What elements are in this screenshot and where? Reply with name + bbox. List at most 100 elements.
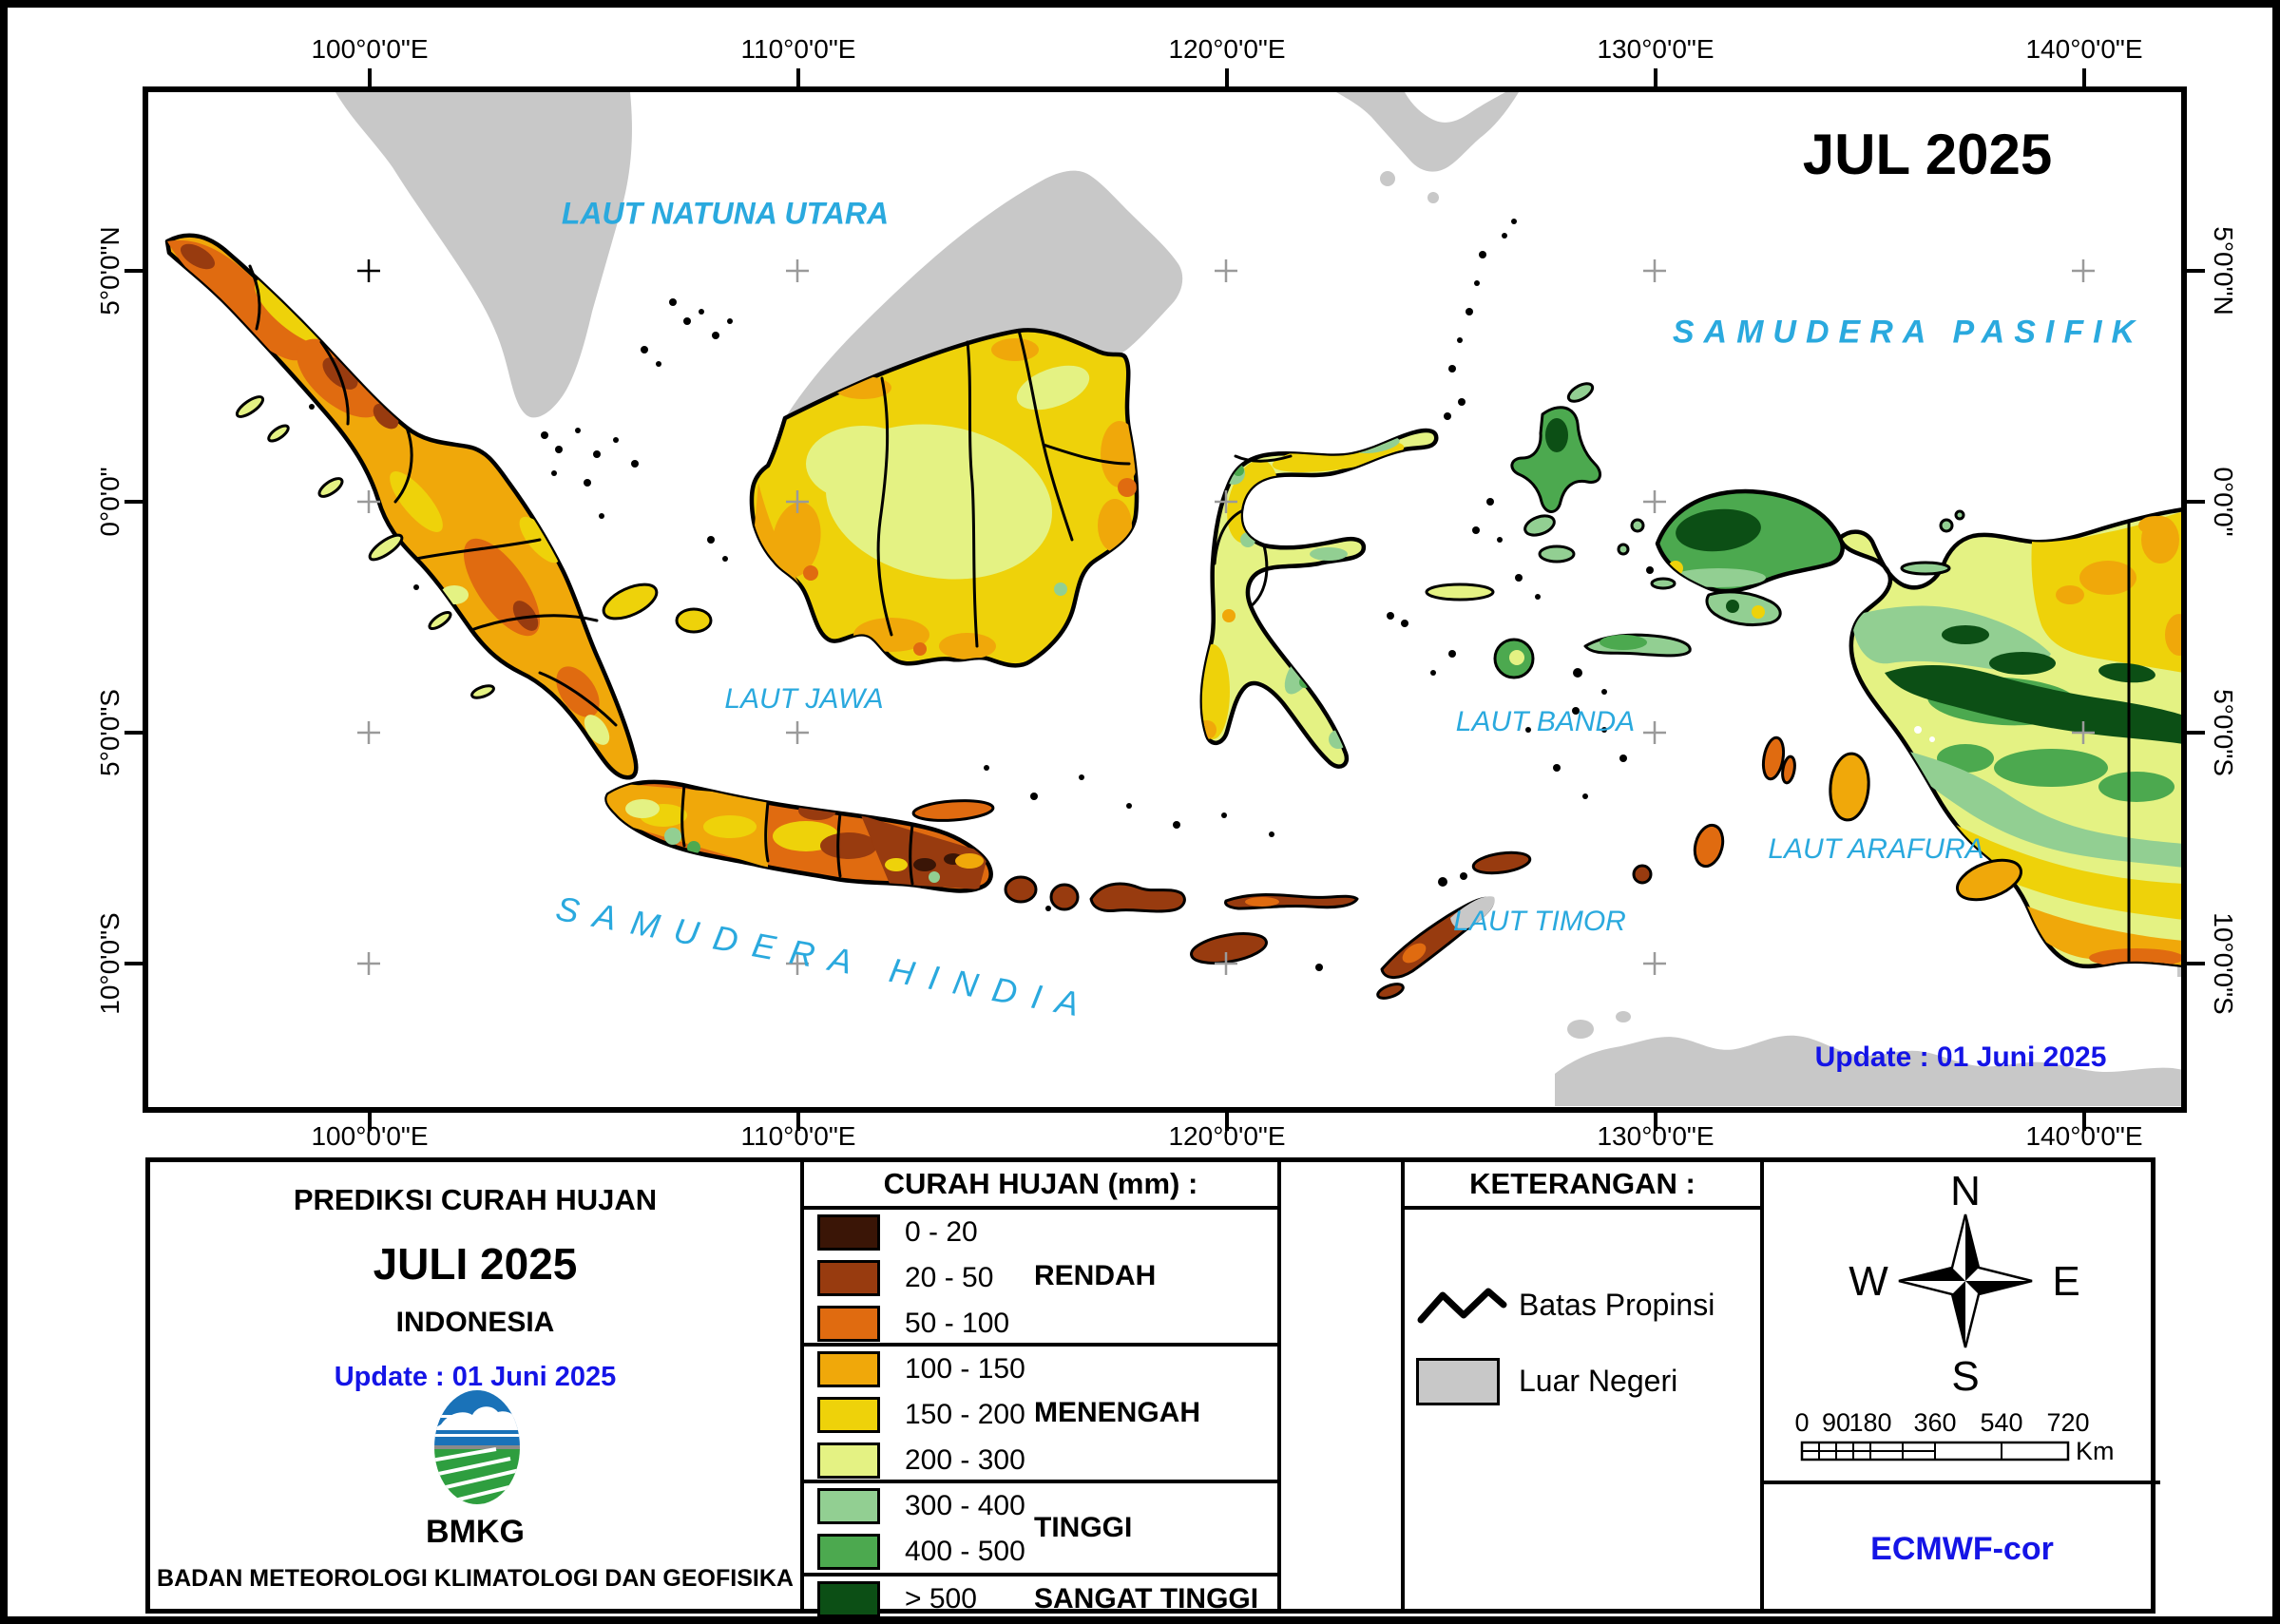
keterangan-header: KETERANGAN :	[1405, 1162, 1760, 1210]
legend-category: MENENGAH	[1034, 1397, 1201, 1428]
panel-heading: PREDIKSI CURAH HUJAN	[293, 1183, 658, 1216]
legend-range: 0 - 20	[905, 1216, 978, 1248]
sea-label-timor: LAUT TIMOR	[1453, 906, 1626, 937]
compass-w: W	[1849, 1258, 1888, 1305]
axis-bottom-130e: 130°0'0"E	[1597, 1121, 1715, 1151]
compass-rose: N S W E	[1849, 1168, 2079, 1400]
province-borders-sulawesi	[1213, 454, 1293, 608]
island-sulawesi	[1199, 219, 1517, 769]
islands-maluku	[1425, 382, 1870, 822]
legend-category: SANGAT TINGGI	[1034, 1583, 1259, 1614]
sea-label-pasifik: SAMUDERA PASIFIK	[1672, 314, 2145, 351]
axis-bottom-100e: 100°0'0"E	[311, 1121, 429, 1151]
legend-group-rendah: 0 - 20 20 - 50 50 - 100 RENDAH	[804, 1210, 1277, 1347]
legend-swatch	[817, 1397, 880, 1433]
sea-label-natuna: LAUT NATUNA UTARA	[561, 196, 890, 231]
info-panel: PREDIKSI CURAH HUJAN JULI 2025 INDONESIA…	[150, 1162, 804, 1609]
foreign-land-swatch	[1416, 1358, 1500, 1405]
small-islets	[309, 298, 1274, 837]
legend-swatch	[817, 1351, 880, 1387]
legend-range: 150 - 200	[905, 1399, 1025, 1430]
legend-group-tinggi: 300 - 400 400 - 500 TINGGI	[804, 1483, 1277, 1576]
legend-swatch	[817, 1581, 880, 1616]
rainfall-legend: CURAH HUJAN (mm) : 0 - 20 20 - 50 50 - 1…	[804, 1162, 1281, 1616]
axis-left-0: 0°0'0"	[95, 467, 125, 537]
keterangan-luar-label: Luar Negeri	[1519, 1364, 1678, 1398]
island-sumatra	[164, 233, 713, 780]
province-boundary-icon	[1417, 1288, 1507, 1324]
legend-group-sangat-tinggi: > 500 SANGAT TINGGI	[804, 1576, 1277, 1616]
panel-spacer	[1281, 1162, 1405, 1609]
province-borders-kalimantan	[876, 329, 1131, 648]
svg-text:180: 180	[1849, 1408, 1891, 1437]
island-kalimantan	[749, 328, 1140, 668]
mentawai-islands	[235, 395, 495, 699]
scale-unit: Km	[2076, 1437, 2115, 1465]
sea-label-banda: LAUT BANDA	[1455, 706, 1636, 737]
svg-text:720: 720	[2046, 1408, 2089, 1437]
legend-category: RENDAH	[1034, 1260, 1157, 1291]
legend-swatch	[817, 1488, 880, 1524]
panel-period: JULI 2025	[373, 1239, 578, 1289]
legend-swatch	[817, 1442, 880, 1479]
panel-region: INDONESIA	[395, 1307, 555, 1338]
scale-bar: 0 90 180 360 540 720 Km	[1794, 1408, 2115, 1465]
compass-n: N	[1950, 1168, 1981, 1214]
map-svg	[143, 86, 2187, 1113]
island-java	[604, 779, 995, 893]
compass-panel: N S W E 0 90 180 360 540 720	[1764, 1162, 2160, 1609]
foreign-land	[335, 92, 2181, 1106]
panel-update-label: Update : 01 Juni 2025	[334, 1362, 617, 1392]
province-borders-sumatra	[248, 264, 618, 727]
legend-range: 20 - 50	[905, 1262, 994, 1293]
compass-e: E	[2052, 1258, 2079, 1305]
graticule-crosses	[357, 259, 2095, 975]
bmkg-logo	[434, 1390, 520, 1504]
map-month-title: JUL 2025	[1802, 123, 2053, 186]
axis-top-140e: 140°0'0"E	[2025, 34, 2143, 64]
legend-range: > 500	[905, 1583, 977, 1614]
legend-category: TINGGI	[1034, 1512, 1133, 1543]
islands-nusa-tenggara	[1004, 823, 1725, 1000]
legend-range: 100 - 150	[905, 1353, 1025, 1385]
svg-text:360: 360	[1913, 1408, 1956, 1437]
axis-top-120e: 120°0'0"E	[1168, 34, 1286, 64]
axis-right-10s: 10°0'0"S	[2209, 912, 2238, 1015]
legend-header: CURAH HUJAN (mm) :	[804, 1162, 1277, 1210]
legend-swatch	[817, 1306, 880, 1342]
axis-bottom-120e: 120°0'0"E	[1168, 1121, 1286, 1151]
legend-swatch	[817, 1534, 880, 1570]
axis-right-5n: 5°0'0"N	[2209, 226, 2238, 315]
keterangan-panel: KETERANGAN : Batas Propinsi Luar Negeri	[1405, 1162, 1764, 1609]
legend-range: 50 - 100	[905, 1308, 1010, 1339]
map-frame	[143, 86, 2187, 1113]
bottom-panel: PREDIKSI CURAH HUJAN JULI 2025 INDONESIA…	[145, 1157, 2160, 1616]
map-update-label: Update : 01 Juni 2025	[1814, 1041, 2107, 1073]
sea-label-jawa: LAUT JAWA	[724, 683, 884, 715]
axis-bottom-140e: 140°0'0"E	[2025, 1121, 2143, 1151]
axis-right-5s: 5°0'0"S	[2209, 689, 2238, 776]
sea-label-arafura: LAUT ARAFURA	[1768, 833, 1984, 865]
compass-s: S	[1951, 1353, 1979, 1400]
panel-logo-text: BMKG	[426, 1514, 525, 1550]
axis-bottom-110e: 110°0'0"E	[740, 1121, 856, 1151]
axis-right-0: 0°0'0"	[2209, 467, 2238, 537]
axis-top-110e: 110°0'0"E	[740, 34, 856, 64]
legend-range: 200 - 300	[905, 1444, 1025, 1476]
province-borders-java	[680, 783, 914, 886]
axis-left-10s: 10°0'0"S	[95, 912, 125, 1015]
axis-top-130e: 130°0'0"E	[1597, 34, 1715, 64]
legend-swatch	[817, 1260, 880, 1296]
svg-text:540: 540	[1980, 1408, 2022, 1437]
island-papua	[1617, 488, 2181, 969]
source-label: ECMWF-cor	[1870, 1530, 2054, 1567]
axis-left-5n: 5°0'0"N	[95, 226, 125, 315]
legend-swatch	[817, 1214, 880, 1251]
legend-group-menengah: 100 - 150 150 - 200 200 - 300 MENENGAH	[804, 1347, 1277, 1483]
svg-text:0: 0	[1794, 1408, 1809, 1437]
axis-top-100e: 100°0'0"E	[311, 34, 429, 64]
axis-left-5s: 5°0'0"S	[95, 689, 125, 776]
svg-text:90: 90	[1822, 1408, 1850, 1437]
keterangan-batas-label: Batas Propinsi	[1519, 1288, 1715, 1322]
